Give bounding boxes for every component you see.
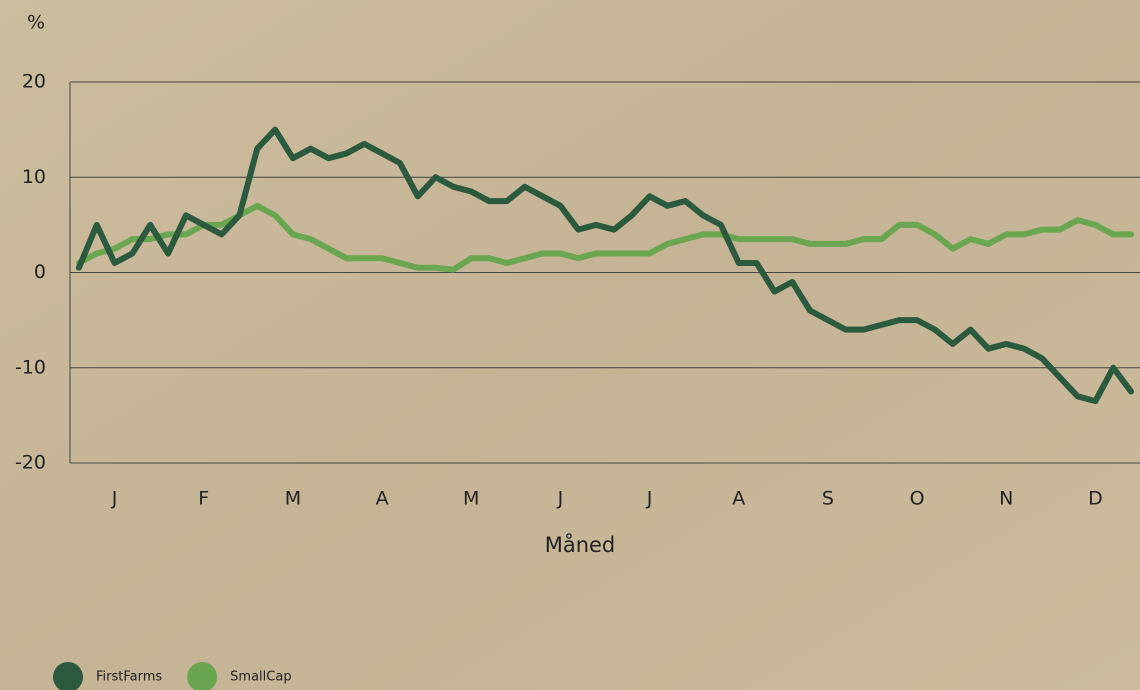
x-tick-label: M (285, 488, 301, 510)
x-tick-label: A (376, 488, 389, 510)
legend-label: SmallCap (230, 670, 291, 685)
x-tick-label: O (910, 488, 925, 510)
chart: % Måned -20 -10 0 10 20 J F M A M J J A S O N D FirstFarm… (0, 0, 1140, 690)
x-tick-label: F (198, 488, 209, 510)
background (0, 0, 1140, 690)
legend-label: FirstFarms (96, 670, 162, 685)
x-tick-label: N (999, 488, 1013, 510)
x-tick-label: J (646, 488, 653, 510)
y-tick-label: 20 (22, 71, 46, 93)
x-axis-title: Måned (545, 532, 616, 557)
x-tick-label: J (557, 488, 564, 510)
x-tick-label: D (1088, 488, 1103, 510)
x-tick-label: J (111, 488, 118, 510)
y-tick-label: -20 (15, 452, 46, 474)
y-tick-label: -10 (15, 356, 46, 378)
x-tick-label: M (463, 488, 479, 510)
y-tick-label: 10 (22, 166, 46, 188)
y-tick-label: 0 (34, 261, 46, 283)
x-tick-label: A (732, 488, 745, 510)
y-unit: % (27, 12, 45, 34)
x-tick-label: S (822, 488, 834, 510)
